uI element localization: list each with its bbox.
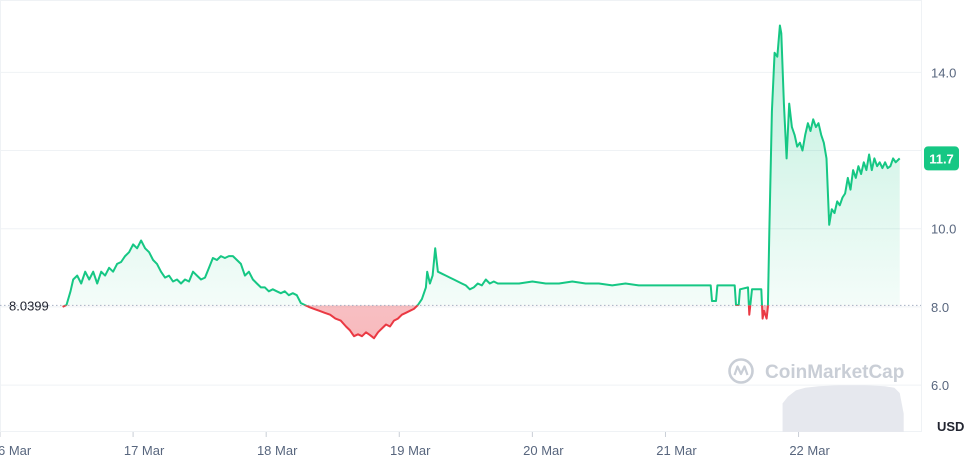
x-tick-label: 21 Mar [656, 443, 697, 458]
y-axis-ticks: 6.0 8.0 10.0 14.0 [931, 65, 956, 393]
x-tick-label: 19 Mar [390, 443, 431, 458]
area-fill-above-baseline [62, 25, 900, 306]
volume-area [782, 385, 904, 432]
last-price-badge [924, 146, 959, 171]
x-tick-label: 20 Mar [523, 443, 564, 458]
baseline-value-label: 8.0399 [9, 298, 49, 313]
y-tick-label: 14.0 [931, 65, 956, 80]
coinmarketcap-watermark: CoinMarketCap [728, 358, 904, 384]
price-line-above-baseline [63, 24, 901, 306]
y-tick-label: 10.0 [931, 222, 956, 237]
baseline-label: 8.0399 [9, 298, 49, 313]
watermark-text: CoinMarketCap [765, 362, 904, 383]
x-tick-label: 22 Mar [789, 443, 830, 458]
y-tick-label: 8.0 [931, 300, 949, 315]
currency-label: USD [937, 419, 964, 434]
x-tick-label: 17 Mar [124, 443, 165, 458]
volume-bars [782, 385, 904, 432]
last-price-value: 11.7 [929, 151, 954, 166]
y-tick-label: 6.0 [931, 378, 949, 393]
x-axis-ticks: 16 Mar 17 Mar 18 Mar 19 Mar 20 Mar 21 Mar 22 M… [0, 432, 830, 458]
last-price-tag: 11.7 [924, 146, 959, 171]
plot-border [0, 0, 922, 432]
x-tick-label: 16 Mar [0, 443, 32, 458]
x-tick-label: 18 Mar [257, 443, 298, 458]
coinmarketcap-logo-icon [728, 358, 754, 384]
coinmarketcap-logo-mark [733, 365, 749, 376]
